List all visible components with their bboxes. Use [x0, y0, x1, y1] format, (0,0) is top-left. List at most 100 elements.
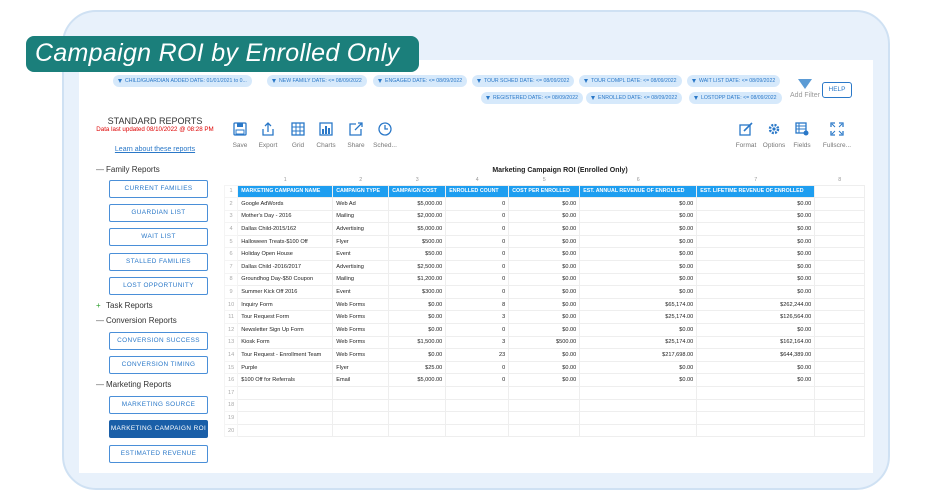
table-cell[interactable]: $0.00	[388, 323, 447, 337]
table-row[interactable]: 11 Tour Request Form Web Forms $0.00 3 $0.00 $…	[223, 310, 866, 325]
table-cell[interactable]: Purple	[237, 360, 334, 375]
table-cell[interactable]: Web Forms	[332, 310, 390, 325]
column-header[interactable]: CAMPAIGN TYPE	[332, 184, 390, 199]
table-cell[interactable]: 0	[445, 234, 510, 249]
table-cell[interactable]: Groundhog Day-$50 Coupon	[237, 272, 334, 287]
table-cell[interactable]	[508, 398, 581, 413]
table-cell[interactable]	[579, 398, 698, 413]
column-header[interactable]: COST PER ENROLLED	[508, 184, 581, 199]
table-cell[interactable]: Event	[332, 247, 390, 262]
table-cell[interactable]: 0	[445, 197, 510, 211]
table-cell[interactable]: 3	[445, 310, 510, 325]
table-cell[interactable]: $0.00	[696, 285, 816, 299]
table-cell[interactable]	[696, 411, 816, 425]
table-cell[interactable]	[696, 386, 816, 400]
table-cell[interactable]	[388, 411, 447, 425]
table-cell[interactable]: $0.00	[696, 234, 816, 249]
report-lost-opportunity[interactable]: LOST OPPORTUNITY	[109, 277, 208, 295]
table-row[interactable]: 20	[223, 423, 866, 438]
table-cell[interactable]	[696, 398, 816, 413]
table-cell[interactable]: Dallas Child-2015/162	[237, 222, 334, 236]
table-cell[interactable]: $644,389.00	[696, 348, 816, 362]
table-cell[interactable]: 0	[445, 360, 510, 375]
table-cell[interactable]	[388, 423, 447, 438]
table-cell[interactable]	[388, 386, 447, 400]
table-cell[interactable]: $0.00	[579, 373, 698, 387]
filter-chip[interactable]: TOUR COMPL DATE: <= 08/09/2022	[579, 75, 682, 87]
table-cell[interactable]	[814, 373, 866, 387]
table-cell[interactable]: $5,000.00	[388, 373, 447, 387]
table-cell[interactable]: $0.00	[696, 323, 816, 337]
table-cell[interactable]: Google AdWords	[237, 197, 334, 211]
save-button[interactable]: Save	[227, 122, 253, 149]
table-cell[interactable]: Web Forms	[332, 348, 390, 362]
table-cell[interactable]: $25.00	[388, 360, 447, 375]
table-cell[interactable]	[814, 386, 866, 400]
table-row[interactable]: 9 Summer Kick Off 2016 Event $300.00 0 $0.00 $…	[223, 285, 866, 299]
report-conversion-timing[interactable]: CONVERSION TIMING	[109, 356, 208, 374]
table-cell[interactable]: 0	[445, 222, 510, 236]
table-cell[interactable]: $0.00	[579, 222, 698, 236]
table-cell[interactable]: 0	[445, 247, 510, 262]
table-cell[interactable]: Web Forms	[332, 335, 390, 350]
table-cell[interactable]	[814, 423, 866, 438]
table-cell[interactable]	[814, 209, 866, 224]
table-cell[interactable]: $0.00	[508, 222, 581, 236]
table-cell[interactable]	[814, 247, 866, 262]
filter-chip[interactable]: NEW FAMILY DATE: <= 08/09/2022	[267, 75, 367, 87]
table-row[interactable]: 13 Kiosk Form Web Forms $1,500.00 3 $500.00 $2…	[223, 335, 866, 350]
table-cell[interactable]	[508, 411, 581, 425]
table-cell[interactable]: Event	[332, 285, 390, 299]
filter-chip[interactable]: TOUR SCHED DATE: <= 08/09/2022	[472, 75, 575, 87]
section-family-reports[interactable]: — Family Reports	[96, 165, 160, 174]
table-cell[interactable]	[814, 222, 866, 236]
table-cell[interactable]: Holiday Open House	[237, 247, 334, 262]
report-guardian-list[interactable]: GUARDIAN LIST	[109, 204, 208, 222]
table-cell[interactable]: $25,174.00	[579, 310, 698, 325]
table-cell[interactable]: $500.00	[388, 234, 447, 249]
table-cell[interactable]: $0.00	[579, 285, 698, 299]
table-cell[interactable]: Halloween Treats-$100 Off	[237, 234, 334, 249]
table-cell[interactable]: $300.00	[388, 285, 447, 299]
table-cell[interactable]: $0.00	[579, 209, 698, 224]
table-cell[interactable]: $0.00	[579, 247, 698, 262]
charts-button[interactable]: Charts	[313, 122, 339, 149]
table-cell[interactable]: $0.00	[696, 373, 816, 387]
table-row[interactable]: 12 Newsletter Sign Up Form Web Forms $0.00 0…	[223, 323, 866, 337]
table-row[interactable]: 6 Holiday Open House Event $50.00 0 $0.00 $0.0…	[223, 247, 866, 262]
table-cell[interactable]: $1,500.00	[388, 335, 447, 350]
table-cell[interactable]: $0.00	[388, 310, 447, 325]
table-cell[interactable]	[445, 411, 510, 425]
table-cell[interactable]: Inquiry Form	[237, 297, 334, 312]
fields-button[interactable]: Fields	[789, 122, 815, 149]
table-cell[interactable]	[445, 398, 510, 413]
table-cell[interactable]: $217,698.00	[579, 348, 698, 362]
table-cell[interactable]	[332, 386, 390, 400]
table-cell[interactable]: $126,564.00	[696, 310, 816, 325]
column-header[interactable]: ENROLLED COUNT	[445, 184, 510, 199]
export-button[interactable]: Export	[255, 122, 281, 149]
report-wait-list[interactable]: WAIT LIST	[109, 228, 208, 246]
table-cell[interactable]	[814, 398, 866, 413]
options-button[interactable]: Options	[761, 122, 787, 149]
table-cell[interactable]	[696, 423, 816, 438]
table-row[interactable]: 8 Groundhog Day-$50 Coupon Mailing $1,200.0…	[223, 272, 866, 287]
table-cell[interactable]: $0.00	[579, 234, 698, 249]
table-cell[interactable]: $0.00	[388, 348, 447, 362]
table-cell[interactable]: $0.00	[388, 297, 447, 312]
table-cell[interactable]: $0.00	[508, 272, 581, 287]
table-cell[interactable]: $0.00	[508, 297, 581, 312]
table-cell[interactable]	[814, 260, 866, 274]
table-cell[interactable]: $0.00	[508, 260, 581, 274]
table-cell[interactable]	[814, 234, 866, 249]
grid-button[interactable]: Grid	[285, 122, 311, 149]
table-cell[interactable]: Advertising	[332, 260, 390, 274]
table-cell[interactable]	[332, 423, 390, 438]
table-cell[interactable]	[332, 411, 390, 425]
table-row[interactable]: 16 $100 Off for Referrals Email $5,000.00 0 $…	[223, 373, 866, 387]
table-cell[interactable]: $0.00	[508, 360, 581, 375]
table-cell[interactable]: $0.00	[696, 209, 816, 224]
format-button[interactable]: Format	[733, 122, 759, 149]
table-cell[interactable]: $5,000.00	[388, 197, 447, 211]
schedule-button[interactable]: Sched...	[372, 122, 398, 149]
